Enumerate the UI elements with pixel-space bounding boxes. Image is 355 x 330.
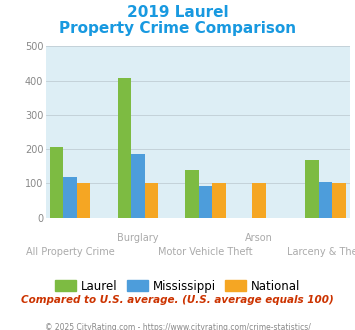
Bar [212,183,226,218]
Bar [305,160,319,218]
Bar [199,186,212,218]
Bar [118,78,131,218]
Text: 2019 Laurel: 2019 Laurel [127,5,228,20]
Text: Larceny & Theft: Larceny & Theft [287,247,355,257]
Bar [77,183,91,218]
Text: Motor Vehicle Theft: Motor Vehicle Theft [158,247,253,257]
Bar [319,182,332,218]
Bar [144,183,158,218]
Text: Arson: Arson [245,233,273,243]
Text: Compared to U.S. average. (U.S. average equals 100): Compared to U.S. average. (U.S. average … [21,295,334,305]
Legend: Laurel, Mississippi, National: Laurel, Mississippi, National [50,275,305,297]
Bar [252,183,266,218]
Text: Property Crime Comparison: Property Crime Comparison [59,21,296,36]
Text: © 2025 CityRating.com - https://www.cityrating.com/crime-statistics/: © 2025 CityRating.com - https://www.city… [45,323,310,330]
Text: Burglary: Burglary [117,233,159,243]
Bar [131,154,144,218]
Bar [185,170,199,218]
Text: All Property Crime: All Property Crime [26,247,115,257]
Bar [64,177,77,218]
Bar [332,183,346,218]
Bar [50,147,64,218]
